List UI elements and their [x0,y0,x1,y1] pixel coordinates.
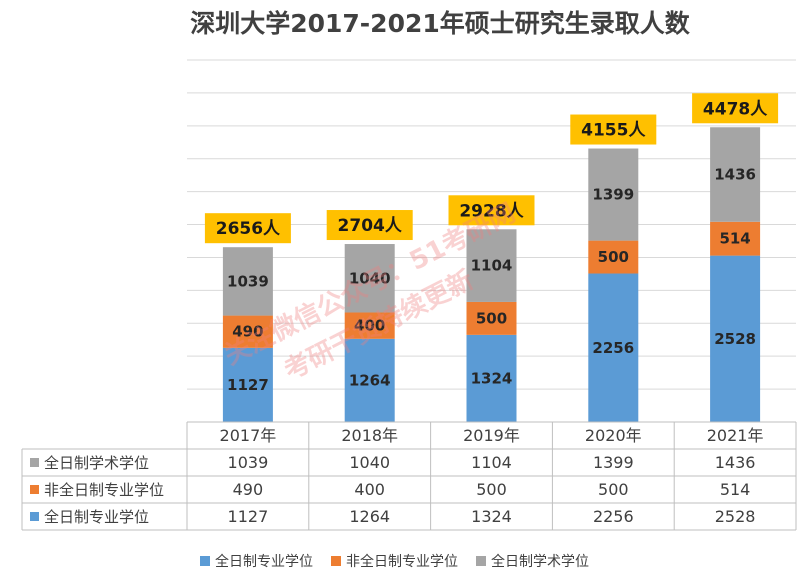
table-series-key [30,512,39,521]
table-cell: 1436 [715,453,756,472]
bar-segment-2 [710,127,761,222]
total-box [448,195,535,226]
table-cell: 1039 [228,453,269,472]
data-label: 1324 [471,369,513,387]
legend-key [200,556,210,566]
data-label: 500 [476,309,507,327]
data-label: 1039 [227,272,269,290]
category-label: 2018年 [341,426,398,445]
total-label: 4478人 [703,99,768,119]
legend-label: 非全日制专业学位 [346,553,458,570]
data-label: 400 [354,317,385,335]
bar-segment-2 [344,244,395,313]
bar-segment-1 [344,312,395,339]
segment-labels: 1127 490 1039 1264 400 1040 1324 500 1104 2256 500… [227,166,756,394]
data-label: 490 [232,323,263,341]
table-cell: 2528 [715,507,756,526]
table-cell: 2256 [593,507,634,526]
table-cell: 1040 [349,453,390,472]
legend-key [331,556,341,566]
legend: 全日制专业学位 非全日制专业学位 全日制学术学位 [200,553,589,570]
bar-segment-0 [466,334,517,422]
table-series-key [30,458,39,467]
total-label: 4155人 [581,121,646,141]
category-label: 2020年 [585,426,642,445]
bar-segment-2 [588,148,639,241]
table-cell: 1104 [471,453,512,472]
data-label: 1399 [592,186,634,204]
data-label: 2256 [592,339,634,357]
bar-segment-0 [710,255,761,422]
table-series-name: 全日制专业学位 [44,508,149,526]
bar-segment-1 [710,221,761,256]
category-label: 2021年 [707,426,764,445]
data-label: 1040 [349,269,391,287]
data-label: 514 [719,230,750,248]
total-label: 2704人 [338,216,403,236]
data-label: 1264 [349,371,391,389]
total-box [570,114,657,145]
table-cell: 500 [598,480,629,499]
bar-segment-2 [466,229,517,302]
total-box [326,210,413,241]
data-label: 1127 [227,376,269,394]
table-cell: 1324 [471,507,512,526]
total-label: 2928人 [459,201,524,221]
category-label: 2017年 [220,426,277,445]
total-label: 2656人 [216,219,281,239]
total-box [204,213,291,244]
bar-segment-1 [222,315,273,348]
bar-segment-0 [344,338,395,422]
category-label: 2019年 [463,426,520,445]
table-series-name: 非全日制专业学位 [44,481,164,499]
legend-label: 全日制专业学位 [215,553,313,570]
chart-title: 深圳大学2017-2021年硕士研究生录取人数 [190,9,691,38]
table-cell: 400 [354,480,385,499]
table-series-key [30,485,39,494]
legend-label: 全日制学术学位 [491,553,589,570]
total-labels: 2656人 2704人 2928人 4155人 4478人 [204,93,779,244]
bar-segment-2 [222,247,273,316]
bar-segment-0 [588,273,639,422]
bar-segment-1 [466,301,517,335]
table-cell: 514 [720,480,751,499]
table-cell: 490 [233,480,264,499]
table-series-name: 全日制学术学位 [44,454,149,472]
data-label: 500 [598,248,629,266]
table-cell: 1399 [593,453,634,472]
data-label: 2528 [714,330,756,348]
legend-key [476,556,486,566]
total-box [692,93,779,124]
data-label: 1104 [471,257,513,275]
data-label: 1436 [714,166,756,184]
bar-segment-1 [588,240,639,274]
bars [222,127,761,422]
bar-segment-0 [222,347,273,422]
table-cell: 500 [476,480,507,499]
table-cell: 1264 [349,507,390,526]
table-cell: 1127 [228,507,269,526]
